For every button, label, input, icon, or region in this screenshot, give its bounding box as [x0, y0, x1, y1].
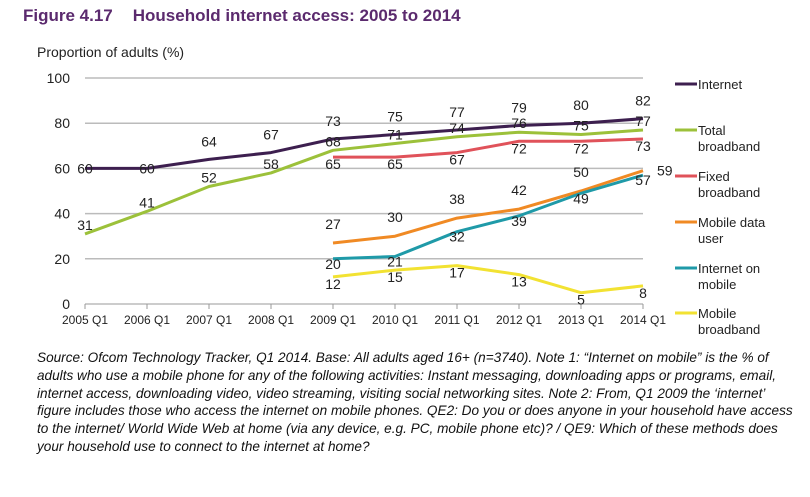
- data-label: 52: [201, 169, 217, 185]
- data-label: 79: [511, 99, 527, 115]
- figure-title-text: Household internet access: 2005 to 2014: [132, 6, 461, 25]
- legend-entry: Internet on mobile: [698, 261, 760, 292]
- data-label: 77: [635, 113, 651, 129]
- data-label: 12: [325, 276, 341, 292]
- x-tick-label: 2014 Q1: [620, 313, 666, 327]
- x-tick-label: 2012 Q1: [496, 313, 542, 327]
- x-tick-label: 2006 Q1: [124, 313, 170, 327]
- data-label: 39: [511, 213, 527, 229]
- data-label: 27: [325, 216, 341, 232]
- legend-entry: Fixed broadband: [698, 169, 760, 200]
- data-label: 77: [449, 104, 465, 120]
- data-label: 75: [387, 109, 403, 125]
- source-note: Source: Ofcom Technology Tracker, Q1 201…: [37, 350, 793, 454]
- series-line-mobile-data-user: [332, 169, 644, 245]
- line-chart: 0 20 40 60 80 100 2005 Q1 2006 Q1 2007 Q1 2008 Q1…: [47, 70, 766, 337]
- legend-entry: Mobile broadband: [698, 306, 760, 337]
- x-tick-label: 2005 Q1: [62, 313, 108, 327]
- figure-title: Figure 4.17 Household internet access: 20…: [23, 6, 481, 26]
- x-tick-label: 2009 Q1: [310, 313, 356, 327]
- y-tick-label: 100: [47, 70, 71, 86]
- data-label: 64: [201, 133, 217, 149]
- data-label: 72: [511, 140, 527, 156]
- data-label: 74: [449, 120, 465, 136]
- x-tick-label: 2010 Q1: [372, 313, 418, 327]
- data-label: 38: [449, 191, 465, 207]
- legend-entry: Total broadband: [698, 123, 760, 154]
- data-label: 30: [387, 209, 403, 225]
- data-label: 49: [573, 190, 589, 206]
- y-tick-label: 20: [54, 251, 70, 267]
- data-label: 75: [573, 118, 589, 134]
- data-label: 67: [449, 152, 465, 168]
- y-tick-label: 40: [54, 206, 70, 222]
- x-tick-label: 2013 Q1: [558, 313, 604, 327]
- y-axis-label: Proportion of adults (%): [37, 44, 185, 60]
- x-tick-label: 2007 Q1: [186, 313, 232, 327]
- data-label: 17: [449, 265, 465, 281]
- data-label: 42: [511, 182, 527, 198]
- data-label: 41: [139, 194, 155, 210]
- data-label: 57: [635, 172, 651, 188]
- data-label: 31: [77, 217, 93, 233]
- data-label: 21: [387, 254, 403, 270]
- data-label: 15: [387, 269, 403, 285]
- data-label: 59: [657, 163, 673, 179]
- data-label: 72: [573, 140, 589, 156]
- y-tick-label: 80: [54, 115, 70, 131]
- data-label: 60: [139, 160, 155, 176]
- y-tick-label: 0: [62, 296, 70, 312]
- data-label: 20: [325, 256, 341, 272]
- data-label: 82: [635, 93, 651, 109]
- x-tick-label: 2008 Q1: [248, 313, 294, 327]
- series-line-total-broadband: [84, 128, 644, 236]
- legend-entry: Mobile data user: [698, 215, 766, 246]
- data-label: 32: [449, 229, 465, 245]
- data-label: 73: [635, 138, 651, 154]
- figure-number: Figure 4.17: [23, 6, 113, 25]
- series-line-fixed-broadband: [333, 137, 644, 159]
- data-label: 13: [511, 274, 527, 290]
- legend-entry: Internet: [698, 77, 742, 92]
- data-label: 71: [387, 127, 403, 143]
- series-line-internet-on-mobile: [332, 173, 644, 261]
- data-label: 8: [639, 285, 647, 301]
- series-line-internet: [85, 117, 644, 170]
- y-tick-label: 60: [54, 160, 70, 176]
- data-label: 5: [577, 292, 585, 308]
- data-label: 67: [263, 127, 279, 143]
- data-label: 60: [77, 160, 93, 176]
- data-label: 73: [325, 113, 341, 129]
- data-label: 65: [387, 156, 403, 172]
- data-label: 58: [263, 156, 279, 172]
- data-label: 76: [511, 115, 527, 131]
- data-label: 68: [325, 133, 341, 149]
- data-label: 65: [325, 156, 341, 172]
- data-label: 50: [573, 164, 589, 180]
- data-label: 80: [573, 97, 589, 113]
- series-line-mobile-broadband: [332, 264, 644, 295]
- x-tick-label: 2011 Q1: [434, 313, 479, 327]
